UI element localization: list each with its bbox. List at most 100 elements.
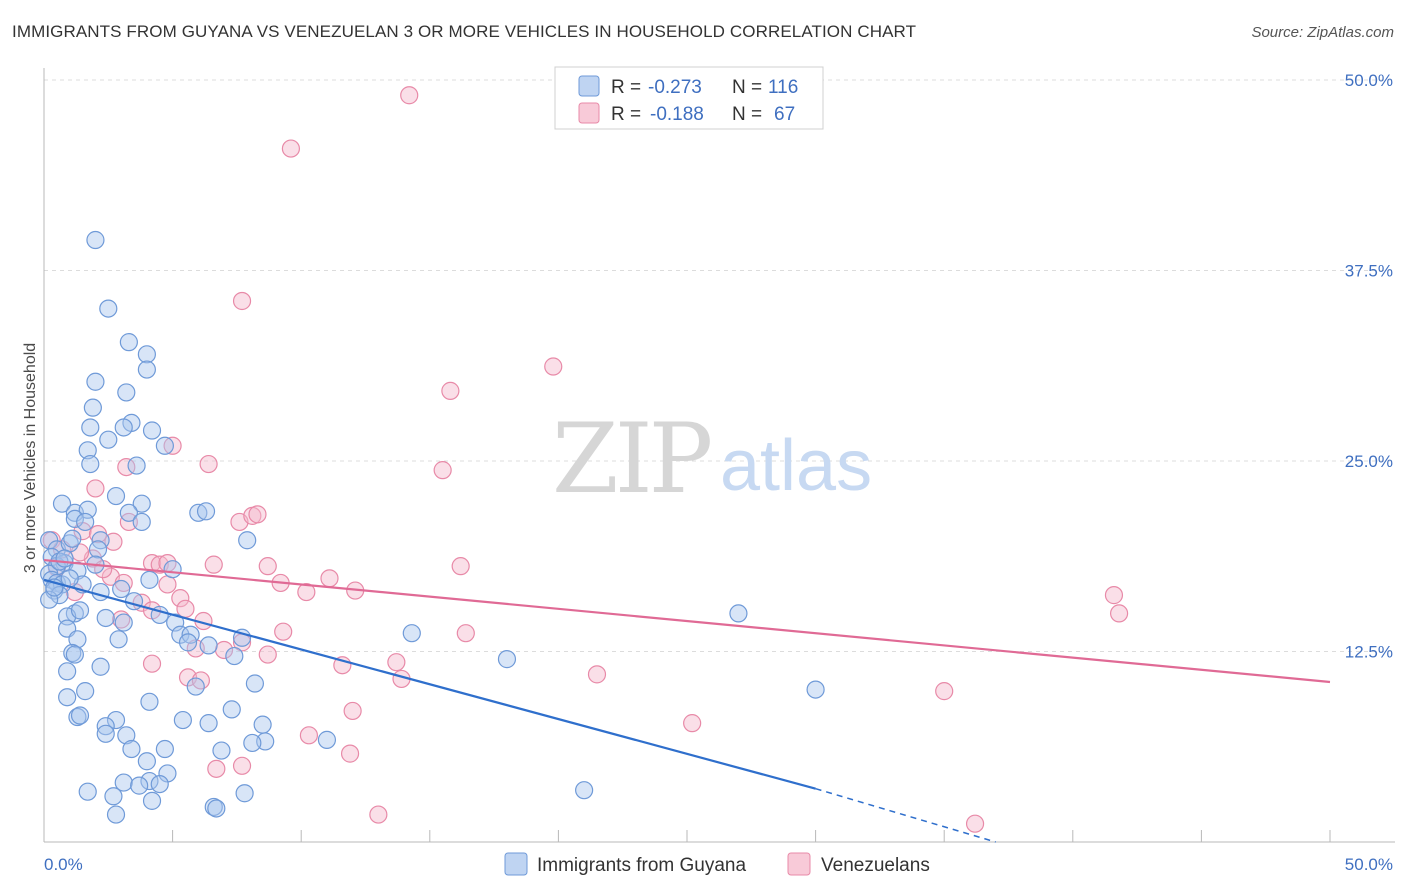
guyana-point bbox=[207, 799, 226, 818]
guyana-point bbox=[575, 781, 594, 800]
guyana-point bbox=[119, 503, 138, 522]
venezuelans-point bbox=[258, 557, 277, 576]
guyana-point bbox=[106, 805, 126, 824]
series-legend-swatch-venezuelans bbox=[787, 852, 811, 876]
venezuelans-point bbox=[369, 805, 388, 824]
y-axis-label: 3 or more Vehicles in Household bbox=[22, 343, 39, 573]
series-legend: Immigrants from Guyana Venezuelans bbox=[504, 852, 930, 876]
y-tick-label: 25.0% bbox=[1345, 452, 1393, 471]
venezuelans-point bbox=[544, 357, 563, 376]
venezuelans-point bbox=[119, 512, 138, 532]
venezuelans-point bbox=[1109, 604, 1129, 623]
guyana-point bbox=[99, 299, 118, 318]
guyana-point bbox=[106, 710, 126, 730]
guyana-point bbox=[99, 430, 118, 449]
venezuelans-point bbox=[232, 756, 252, 775]
venezuelans-point bbox=[343, 701, 362, 721]
venezuelans-point bbox=[683, 714, 702, 733]
guyana-point bbox=[127, 456, 146, 475]
guyana-point bbox=[163, 560, 182, 579]
guyana-point bbox=[402, 624, 421, 643]
guyana-point bbox=[140, 692, 159, 711]
guyana-point bbox=[106, 486, 126, 506]
venezuelans-point bbox=[433, 461, 452, 480]
guyana-point bbox=[91, 582, 110, 602]
guyana-point bbox=[199, 714, 218, 733]
guyana-point bbox=[96, 717, 115, 736]
guyana-point bbox=[76, 682, 95, 701]
legend-swatch-pink bbox=[578, 102, 600, 124]
guyana-point bbox=[96, 724, 115, 743]
venezuelans-point bbox=[207, 759, 226, 778]
venezuelans-point bbox=[232, 291, 252, 311]
venezuelans-point bbox=[441, 381, 460, 400]
x-tick-label-max: 50.0% bbox=[1345, 855, 1393, 874]
guyana-point bbox=[245, 674, 265, 693]
guyana-point bbox=[155, 436, 174, 455]
guyana-point bbox=[142, 421, 162, 440]
guyana-point bbox=[225, 646, 244, 666]
guyana-point bbox=[806, 680, 825, 699]
guyana-point bbox=[119, 333, 138, 352]
guyana-point bbox=[137, 360, 156, 379]
grid-lines bbox=[44, 79, 1395, 652]
legend-swatch-blue bbox=[578, 75, 600, 97]
guyana-point bbox=[63, 529, 82, 548]
guyana-point bbox=[83, 398, 102, 417]
guyana-point bbox=[86, 372, 105, 391]
guyana-point bbox=[132, 512, 151, 532]
guyana-point bbox=[112, 579, 131, 599]
venezuelans-point bbox=[258, 645, 277, 664]
y-tick-labels: 12.5% 25.0% 37.5% 50.0% bbox=[1345, 71, 1393, 662]
guyana-point bbox=[88, 540, 108, 559]
guyana-point bbox=[212, 741, 231, 760]
guyana-point bbox=[58, 688, 77, 707]
guyana-point bbox=[238, 531, 257, 550]
venezuelans-point bbox=[163, 436, 182, 455]
guyana-point bbox=[199, 636, 218, 655]
venezuelans-point bbox=[274, 622, 293, 641]
legend-r-value-pink: -0.188 bbox=[650, 104, 704, 125]
guyana-point bbox=[65, 645, 84, 664]
guyana-point bbox=[178, 633, 198, 652]
legend-r-label-pink: R = bbox=[611, 104, 641, 125]
venezuelans-point bbox=[204, 555, 223, 574]
guyana-point bbox=[78, 441, 97, 460]
guyana-point bbox=[124, 592, 144, 611]
venezuelans-point bbox=[158, 575, 177, 594]
guyana-point bbox=[91, 657, 110, 676]
venezuelans-point bbox=[299, 726, 319, 745]
guyana-point bbox=[173, 710, 192, 730]
legend-r-label-blue: R = bbox=[611, 77, 641, 98]
guyana-point bbox=[253, 715, 272, 734]
venezuelans-point bbox=[965, 814, 985, 833]
guyana-point bbox=[114, 418, 133, 437]
watermark-atlas: atlas bbox=[720, 426, 872, 506]
series-legend-label-venezuelans: Venezuelans bbox=[821, 855, 930, 876]
venezuelans-point bbox=[297, 582, 316, 602]
y-tick-label: 12.5% bbox=[1345, 643, 1393, 662]
series-legend-label-guyana: Immigrants from Guyana bbox=[537, 855, 746, 876]
guyana-point bbox=[68, 630, 87, 649]
chart-title: IMMIGRANTS FROM GUYANA VS VENEZUELAN 3 O… bbox=[12, 22, 917, 41]
guyana-point bbox=[86, 230, 105, 250]
legend-n-value-blue: 116 bbox=[768, 77, 798, 98]
guyana-point bbox=[130, 776, 149, 795]
venezuelans-point bbox=[320, 569, 339, 588]
venezuelans-point bbox=[587, 665, 607, 684]
legend-n-label-pink: N = bbox=[732, 104, 762, 125]
guyana-trend-extension bbox=[815, 787, 996, 843]
guyana-point bbox=[243, 733, 262, 753]
y-tick-label: 50.0% bbox=[1345, 71, 1393, 90]
venezuelans-point bbox=[387, 653, 406, 672]
guyana-point bbox=[140, 771, 159, 791]
guyana-point bbox=[235, 784, 254, 803]
trend-lines bbox=[43, 558, 1331, 843]
guyana-point bbox=[76, 512, 95, 532]
guyana-point bbox=[140, 570, 159, 589]
guyana-point bbox=[78, 782, 97, 801]
guyana-point bbox=[196, 502, 216, 521]
y-tick-label: 37.5% bbox=[1345, 262, 1393, 281]
guyana-point bbox=[155, 739, 174, 759]
